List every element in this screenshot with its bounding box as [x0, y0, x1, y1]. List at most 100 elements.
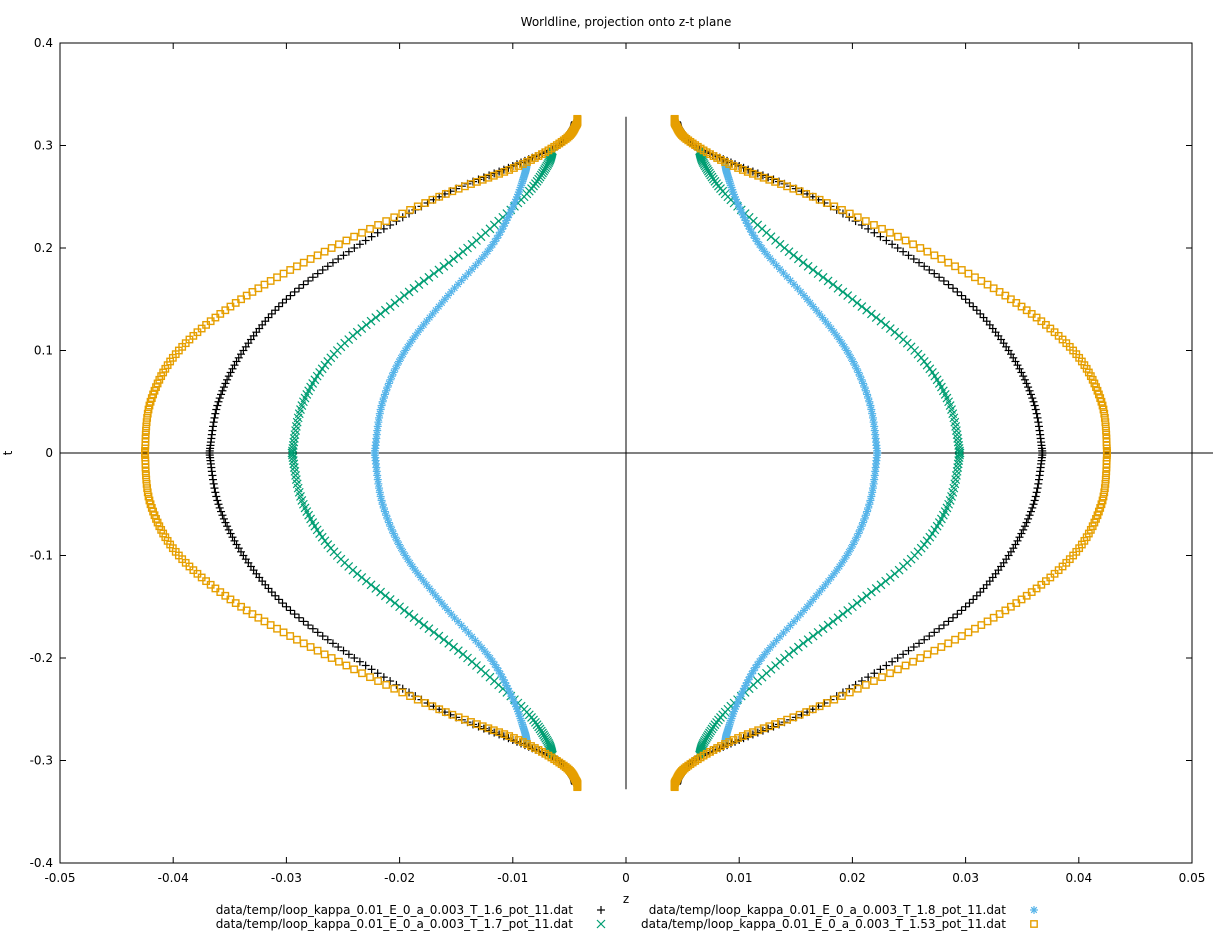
data-point	[876, 665, 885, 674]
data-point	[930, 269, 939, 278]
data-point	[385, 302, 395, 311]
data-point	[469, 177, 478, 186]
data-point	[1022, 518, 1031, 527]
data-point	[725, 738, 734, 746]
data-point	[833, 613, 843, 623]
data-point	[377, 496, 386, 505]
data-point	[765, 175, 774, 184]
data-point	[979, 313, 988, 322]
data-point	[971, 624, 979, 633]
data-point	[224, 372, 233, 381]
data-point	[317, 532, 327, 542]
data-point	[357, 324, 367, 333]
x-tick-label: -0.03	[271, 871, 302, 885]
data-point	[411, 331, 420, 340]
data-point	[965, 599, 974, 608]
data-point	[358, 669, 366, 678]
data-point	[784, 649, 794, 659]
data-point	[925, 632, 934, 641]
data-point	[344, 650, 353, 659]
x-tick-label: 0.01	[726, 871, 753, 885]
data-point	[1011, 540, 1020, 549]
data-point	[862, 591, 872, 601]
data-point	[143, 488, 152, 497]
data-point	[279, 269, 288, 278]
data-point	[920, 262, 929, 271]
data-point	[408, 335, 417, 344]
data-point	[286, 266, 295, 274]
series-square	[140, 114, 1112, 792]
data-point	[953, 463, 963, 472]
legend-item: data/temp/loop_kappa_0.01_E_0_a_0.003_T_…	[649, 903, 1038, 917]
data-point	[142, 475, 151, 484]
data-point	[882, 661, 891, 670]
data-point	[374, 479, 383, 488]
data-point	[209, 475, 218, 484]
data-point	[803, 635, 813, 645]
data-point	[299, 280, 308, 289]
series-layer	[140, 114, 1112, 792]
data-point	[930, 628, 939, 637]
data-point	[414, 280, 424, 290]
data-point	[264, 584, 273, 593]
data-point	[729, 162, 738, 170]
data-point	[865, 500, 874, 509]
data-point	[510, 164, 518, 172]
data-point	[308, 624, 317, 633]
data-point	[721, 740, 729, 748]
data-point	[813, 627, 823, 637]
data-point	[323, 262, 332, 271]
data-point	[266, 277, 275, 285]
data-point	[518, 160, 527, 168]
data-point	[318, 632, 327, 641]
data-point	[754, 171, 763, 180]
data-point	[141, 430, 150, 439]
data-point	[867, 587, 876, 597]
data-point	[964, 628, 973, 637]
data-point	[939, 621, 948, 630]
data-point	[944, 617, 953, 626]
data-point	[484, 724, 493, 733]
data-point	[881, 576, 891, 586]
data-point	[1032, 488, 1041, 497]
data-point	[374, 677, 382, 685]
data-point	[421, 199, 430, 207]
data-point	[279, 628, 288, 637]
data-point	[144, 405, 153, 414]
y-tick-label: 0.2	[34, 241, 53, 255]
data-point	[371, 313, 381, 322]
data-point	[489, 171, 498, 180]
x-axis-label: z	[623, 892, 629, 906]
x-tick-label: -0.05	[44, 871, 75, 885]
data-point	[142, 422, 151, 431]
data-point	[429, 269, 439, 279]
data-point	[923, 247, 932, 256]
data-point	[899, 247, 908, 256]
data-point	[499, 222, 508, 231]
data-point	[434, 631, 444, 641]
data-point	[419, 276, 429, 286]
data-point	[211, 488, 220, 497]
data-point	[350, 665, 359, 674]
data-point	[267, 588, 276, 597]
data-point	[1017, 368, 1026, 377]
data-point	[878, 224, 886, 233]
data-point	[390, 213, 399, 222]
data-point	[293, 262, 301, 271]
data-point	[759, 724, 768, 733]
data-point	[972, 591, 981, 600]
data-point	[1024, 383, 1033, 392]
data-point	[495, 728, 504, 737]
data-point	[223, 522, 232, 531]
data-point	[1025, 386, 1034, 395]
data-point	[923, 650, 932, 659]
data-point	[444, 258, 454, 268]
data-point	[453, 646, 463, 656]
data-point	[925, 265, 934, 274]
data-point	[286, 606, 295, 615]
data-point	[759, 173, 768, 182]
x-tick-label: -0.04	[158, 871, 189, 885]
data-point	[342, 661, 351, 670]
data-point	[444, 638, 454, 648]
data-point	[1100, 409, 1109, 418]
